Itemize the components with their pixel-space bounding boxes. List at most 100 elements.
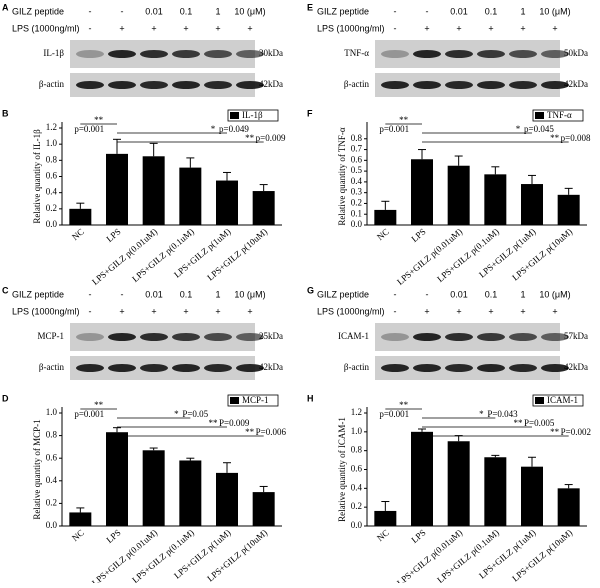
y-tick-label: 0.0 xyxy=(351,219,363,229)
y-tick-label: 0.7 xyxy=(351,144,363,154)
x-tick-label: LPS+GILZ p(0.1uM) xyxy=(435,527,501,583)
bar xyxy=(142,156,165,225)
y-tick-label: 0.8 xyxy=(46,430,58,440)
blot-band xyxy=(172,50,200,58)
bar xyxy=(106,432,128,526)
treatment-label: LPS (1000ng/ml) xyxy=(12,23,80,33)
y-tick-label: 0.8 xyxy=(46,154,58,164)
treatment-cell: + xyxy=(215,306,220,316)
blot-band xyxy=(108,50,136,58)
legend-label: MCP-1 xyxy=(242,395,269,405)
blot-band xyxy=(445,50,473,58)
panel-letter: D xyxy=(2,393,9,403)
x-tick-label: NC xyxy=(70,527,86,543)
p-value: p=0.008 xyxy=(561,133,591,143)
treatment-cell: 0.1 xyxy=(180,289,193,299)
treatment-label: LPS (1000ng/ml) xyxy=(317,306,385,316)
blot-band xyxy=(76,364,104,372)
bar xyxy=(557,194,580,225)
blot-band xyxy=(381,50,409,58)
y-tick-label: 1.0 xyxy=(46,138,58,148)
blot-band xyxy=(381,364,409,372)
blot-band xyxy=(477,50,505,58)
blot-band xyxy=(76,50,104,58)
treatment-cell: 0.01 xyxy=(450,289,468,299)
y-axis-label: Relative quantity of MCP-1 xyxy=(32,419,42,519)
y-tick-label: 0.2 xyxy=(46,497,57,507)
significance-stars: ** xyxy=(550,427,560,437)
significance-stars: ** xyxy=(209,418,219,428)
treatment-cell: + xyxy=(488,23,493,33)
x-tick-label: LPS+GILZ p(0.1uM) xyxy=(435,226,501,284)
treatment-cell: + xyxy=(520,23,525,33)
y-tick-label: 0.0 xyxy=(351,520,363,530)
x-tick-label: NC xyxy=(375,226,391,242)
panel-letter: B xyxy=(2,108,9,118)
treatment-cell: - xyxy=(394,23,397,33)
treatment-cell: - xyxy=(394,289,397,299)
y-tick-label: 0.6 xyxy=(351,464,363,474)
bar xyxy=(521,184,543,225)
treatment-cell: + xyxy=(183,306,188,316)
legend-swatch xyxy=(535,397,544,404)
blot-band xyxy=(172,81,200,89)
treatment-cell: + xyxy=(456,306,461,316)
y-tick-label: 1.0 xyxy=(351,426,363,436)
treatment-cell: 0.1 xyxy=(485,6,498,16)
band-label: TNF-α xyxy=(344,48,369,58)
treatment-cell: - xyxy=(394,306,397,316)
p-value: P=0.006 xyxy=(256,427,287,437)
treatment-cell: + xyxy=(552,23,557,33)
y-tick-label: 0.4 xyxy=(46,475,58,485)
legend-box xyxy=(532,109,584,122)
bar xyxy=(521,466,543,526)
panel-letter: H xyxy=(307,393,314,403)
blot-band xyxy=(204,333,232,341)
band-size: 57kDa xyxy=(564,331,588,341)
band-size: 50kDa xyxy=(564,48,588,58)
bar xyxy=(106,153,128,225)
treatment-cell: 1 xyxy=(520,6,525,16)
y-tick-label: 0.2 xyxy=(351,501,362,511)
blot-band xyxy=(477,364,505,372)
band-label: β-actin xyxy=(344,79,370,89)
y-tick-label: 0.4 xyxy=(351,482,363,492)
y-tick-label: 0.1 xyxy=(351,208,362,218)
blot-band xyxy=(477,81,505,89)
legend-swatch xyxy=(230,397,239,404)
treatment-cell: + xyxy=(424,306,429,316)
blot-band xyxy=(140,364,168,372)
significance-stars: ** xyxy=(94,115,104,125)
x-tick-label: LPS+GILZ p(0.01uM) xyxy=(395,226,464,286)
bar xyxy=(411,159,433,225)
treatment-cell: + xyxy=(151,306,156,316)
significance-stars: * xyxy=(211,124,216,134)
y-tick-label: 0.4 xyxy=(46,187,58,197)
x-tick-label: LPS xyxy=(409,226,427,244)
y-tick-label: 0.3 xyxy=(351,187,363,197)
treatment-cell: - xyxy=(394,6,397,16)
treatment-cell: - xyxy=(426,289,429,299)
x-tick-label: LPS xyxy=(409,527,427,545)
blot-band xyxy=(541,333,569,341)
treatment-cell: + xyxy=(247,306,252,316)
legend-label: ICAM-1 xyxy=(547,395,578,405)
panel-letter: A xyxy=(2,2,9,12)
bar xyxy=(179,460,202,526)
y-tick-label: 1.2 xyxy=(351,407,362,417)
bar xyxy=(484,457,507,526)
panel-letter: G xyxy=(307,285,314,295)
blot-band xyxy=(413,333,441,341)
bar xyxy=(216,180,238,225)
bar xyxy=(179,167,202,225)
significance-stars: ** xyxy=(245,427,255,437)
p-value: p=0.049 xyxy=(219,124,249,134)
legend-label: IL-1β xyxy=(242,110,263,120)
blot-band xyxy=(204,364,232,372)
y-axis-label: Relative quantity of IL-1β xyxy=(32,129,42,224)
panel-letter: E xyxy=(307,2,313,12)
y-axis-label: Relative quantity of TNF-α xyxy=(337,127,347,226)
bar xyxy=(374,510,397,526)
x-tick-label: LPS+GILZ p(0.1uM) xyxy=(130,226,196,284)
